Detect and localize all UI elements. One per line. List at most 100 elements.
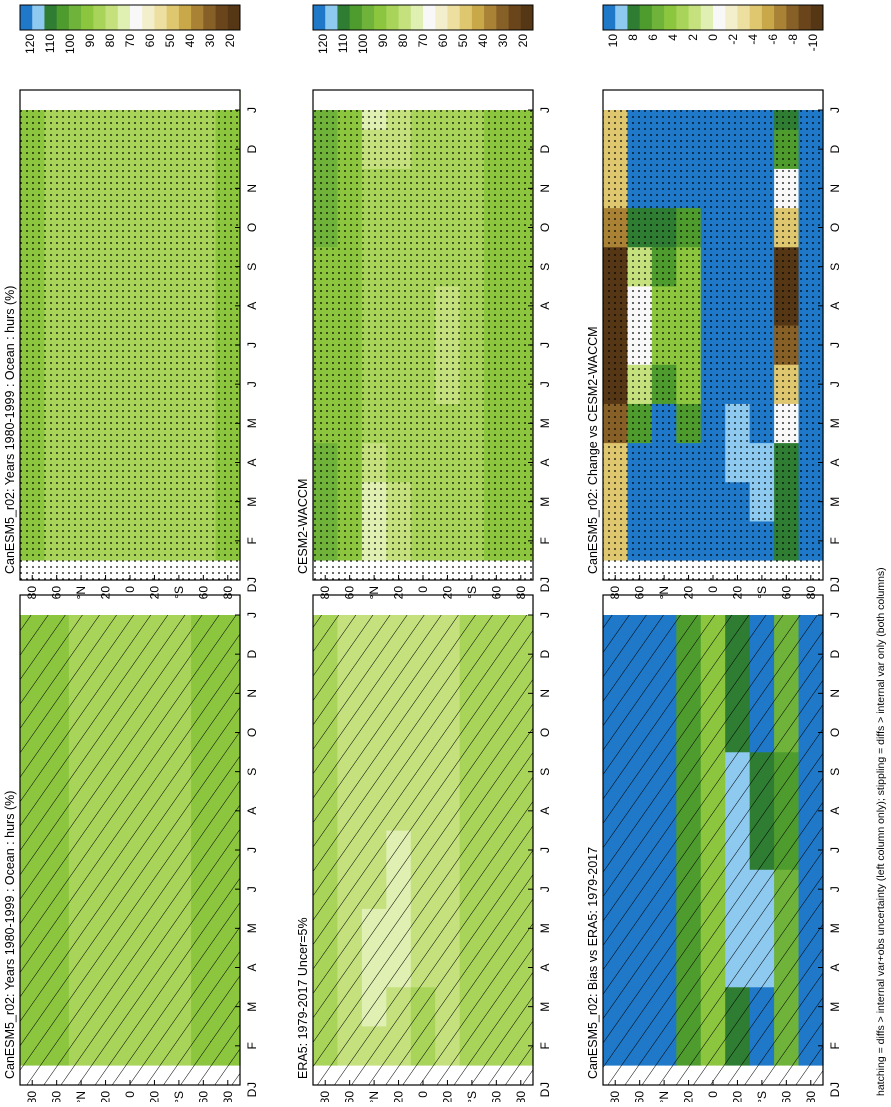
lat-tick-label: 20 <box>440 586 454 600</box>
colorbar-swatch <box>410 5 424 30</box>
colorbar-label: 30 <box>496 34 510 48</box>
panel-title: CanESM5_r02: Bias vs ERA5: 1979-2017 <box>586 847 600 1079</box>
month-tick-label: N <box>828 689 842 698</box>
month-tick-label: O <box>828 728 842 737</box>
month-axis-label: D <box>245 1088 259 1097</box>
month-axis-label: D <box>245 583 259 592</box>
hatch-overlay <box>603 615 823 1085</box>
lat-tick-label: °N <box>657 1091 671 1102</box>
colorbar-swatch <box>737 5 751 30</box>
colorbar-swatch <box>215 5 229 30</box>
month-tick-label: S <box>828 768 842 776</box>
colorbar-label: 80 <box>103 34 117 48</box>
colorbar-swatch <box>484 5 497 30</box>
colorbar-swatch <box>44 5 58 30</box>
colorbar-swatch <box>386 5 400 30</box>
lat-tick-label: 20 <box>392 586 406 600</box>
colorbar-label: 10 <box>606 34 620 48</box>
lat-tick-label: °S <box>755 1091 769 1102</box>
lat-tick-label: 80 <box>804 586 818 600</box>
month-tick-label: S <box>828 263 842 271</box>
axis-pad <box>20 90 240 110</box>
month-tick-label: O <box>245 223 259 232</box>
month-axis-label: D <box>828 583 842 592</box>
lat-tick-label: 20 <box>682 1091 696 1102</box>
month-tick-label: M <box>245 497 259 507</box>
colorbar-label: 90 <box>376 34 390 48</box>
month-tick-label: A <box>828 458 842 466</box>
lat-tick-label: 20 <box>147 1091 161 1102</box>
month-tick-label: J <box>245 886 259 892</box>
lat-tick-label: 60 <box>196 586 210 600</box>
colorbar-swatch <box>325 5 338 30</box>
month-tick-label: J <box>245 381 259 387</box>
colorbar-swatch <box>471 5 485 30</box>
colorbar-label: 8 <box>626 34 640 41</box>
lat-tick-label: 60 <box>343 586 357 600</box>
month-tick-label: J <box>828 847 842 853</box>
month-axis-label: D <box>538 1088 552 1097</box>
colorbar-label: 2 <box>686 34 700 41</box>
lat-tick-label: 60 <box>343 1091 357 1102</box>
colorbar-label: -4 <box>746 34 760 45</box>
month-tick-label: F <box>245 537 259 544</box>
lat-tick-label: 0 <box>416 1091 430 1098</box>
colorbar-swatch <box>447 5 461 30</box>
colorbar-frame <box>312 4 534 31</box>
month-tick-label: J <box>245 612 259 618</box>
colorbar-swatch <box>398 5 412 30</box>
month-tick-label: J <box>538 847 552 853</box>
colorbar-label: 100 <box>63 34 77 54</box>
colorbar-swatch <box>676 5 690 30</box>
month-axis-label: D <box>538 583 552 592</box>
hatch-overlay <box>603 110 823 580</box>
month-tick-label: N <box>828 184 842 193</box>
month-tick-label: S <box>245 768 259 776</box>
lat-tick-label: °S <box>465 586 479 599</box>
lat-tick-label: 80 <box>514 586 528 600</box>
month-tick-label: A <box>245 458 259 466</box>
colorbar-swatch <box>496 5 510 30</box>
month-tick-label: S <box>538 263 552 271</box>
month-tick-label: M <box>245 923 259 933</box>
colorbar-label: -2 <box>726 34 740 45</box>
colorbar-swatch <box>508 5 522 30</box>
panel-4: 80 60 °N 20 0 20 °S 60 80JFMAMJJASONDJDCanESM5_r… <box>586 594 842 1104</box>
colorbar-swatch <box>32 5 45 30</box>
colorbar-swatch <box>349 5 363 30</box>
month-tick-label: A <box>245 302 259 310</box>
lat-tick-label: 80 <box>608 1091 622 1102</box>
month-tick-label: J <box>828 107 842 113</box>
month-tick-label: A <box>245 807 259 815</box>
colorbar-swatch <box>664 5 677 30</box>
hatch-overlay <box>313 110 533 580</box>
lat-tick-label: 20 <box>392 1091 406 1102</box>
hatch-overlay <box>313 615 533 1085</box>
panel-title: CanESM5_r02: Years 1980-1999 : Ocean : h… <box>3 286 17 574</box>
month-tick-label: J <box>538 612 552 618</box>
month-tick-label: D <box>828 145 842 154</box>
colorbar-swatch <box>81 5 94 30</box>
lat-tick-label: 20 <box>147 586 161 600</box>
lat-tick-label: 60 <box>633 1091 647 1102</box>
month-tick-label: S <box>245 263 259 271</box>
month-tick-label: N <box>538 689 552 698</box>
month-tick-label: F <box>828 537 842 544</box>
axis-pad <box>603 595 823 615</box>
lat-tick-label: 60 <box>779 586 793 600</box>
colorbar-label: 20 <box>516 34 530 48</box>
colorbar-swatch <box>786 5 800 30</box>
colorbar-swatch <box>459 5 473 30</box>
colorbar-label: 60 <box>143 34 157 48</box>
month-tick-label: A <box>245 963 259 971</box>
colorbar-swatch <box>774 5 787 30</box>
hatch-overlay <box>20 110 240 580</box>
colorbar-label: 40 <box>476 34 490 48</box>
month-tick-label: F <box>538 1042 552 1049</box>
lat-tick-label: 20 <box>682 586 696 600</box>
lat-tick-label: 20 <box>99 586 113 600</box>
axis-pad <box>20 595 240 615</box>
month-tick-label: J <box>245 107 259 113</box>
month-axis-label: D <box>828 1088 842 1097</box>
